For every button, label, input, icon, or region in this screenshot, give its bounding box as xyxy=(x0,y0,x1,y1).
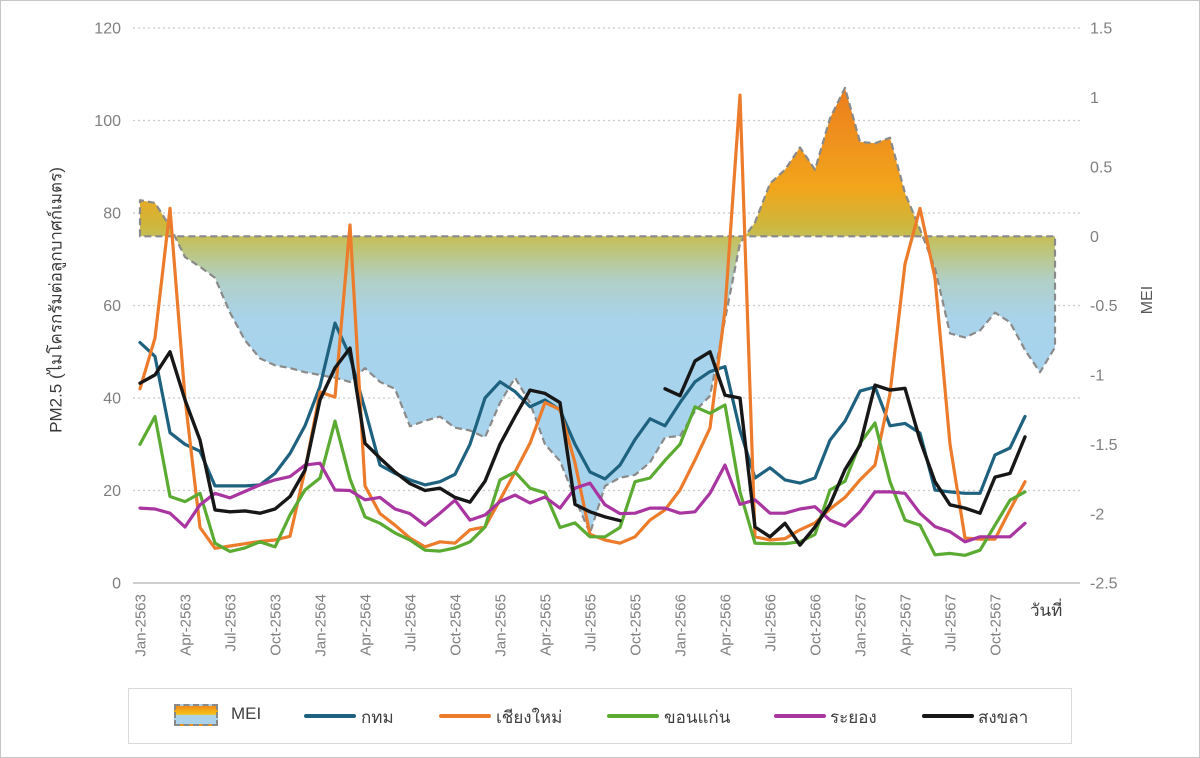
svg-text:Jul-2567: Jul-2567 xyxy=(943,594,960,652)
svg-text:Apr-2567: Apr-2567 xyxy=(898,594,915,656)
svg-text:Jul-2564: Jul-2564 xyxy=(403,594,420,652)
y-axis-title-pm25: PM2.5 (ไมโครกรัมต่อลูกบาศก์เมตร) xyxy=(46,167,66,433)
svg-text:1.5: 1.5 xyxy=(1090,21,1112,38)
svg-text:Jul-2563: Jul-2563 xyxy=(223,594,240,652)
svg-text:Apr-2563: Apr-2563 xyxy=(178,594,195,656)
legend-swatch-songkhla-line xyxy=(922,714,974,718)
svg-text:Apr-2565: Apr-2565 xyxy=(538,594,555,656)
svg-text:Apr-2566: Apr-2566 xyxy=(718,594,735,656)
svg-text:Jul-2565: Jul-2565 xyxy=(583,594,600,652)
legend-label-songkhla: สงขลา xyxy=(978,708,1029,727)
svg-text:20: 20 xyxy=(103,483,121,500)
svg-text:120: 120 xyxy=(94,21,121,38)
svg-text:Jan-2563: Jan-2563 xyxy=(133,594,150,657)
legend-label-mei: MEI xyxy=(231,704,262,723)
svg-text:100: 100 xyxy=(94,113,121,130)
legend-swatch-mei-area xyxy=(174,704,218,726)
svg-text:80: 80 xyxy=(103,206,121,223)
svg-text:-1.5: -1.5 xyxy=(1090,437,1118,454)
legend-label-rayong: ระยอง xyxy=(830,708,877,727)
legend: MEI กทม เชียงใหม่ ขอนแก่น ระยอง สงขลา xyxy=(128,688,1072,744)
svg-text:40: 40 xyxy=(103,391,121,408)
svg-text:Oct-2563: Oct-2563 xyxy=(268,594,285,656)
svg-text:Oct-2564: Oct-2564 xyxy=(448,594,465,656)
svg-text:1: 1 xyxy=(1090,90,1099,107)
svg-text:Oct-2565: Oct-2565 xyxy=(628,594,645,656)
svg-text:-2: -2 xyxy=(1090,506,1104,523)
svg-text:Oct-2567: Oct-2567 xyxy=(988,594,1005,656)
svg-text:Jan-2565: Jan-2565 xyxy=(493,594,510,657)
x-axis-title-date: วันที่ xyxy=(1030,601,1063,620)
svg-text:Jan-2564: Jan-2564 xyxy=(313,594,330,657)
svg-text:Oct-2566: Oct-2566 xyxy=(808,594,825,656)
legend-label-khonkaen: ขอนแก่น xyxy=(664,708,731,727)
y-axis-title-mei: MEI xyxy=(1139,285,1156,315)
svg-text:Jul-2566: Jul-2566 xyxy=(763,594,780,652)
svg-text:Apr-2564: Apr-2564 xyxy=(358,594,375,656)
svg-text:0: 0 xyxy=(1090,229,1099,246)
svg-text:Jan-2567: Jan-2567 xyxy=(853,594,870,657)
legend-label-bangkok: กทม xyxy=(361,708,394,727)
svg-text:0: 0 xyxy=(112,576,121,593)
svg-text:0.5: 0.5 xyxy=(1090,159,1112,176)
legend-swatch-chiangmai-line xyxy=(439,714,491,718)
svg-text:-2.5: -2.5 xyxy=(1090,576,1118,593)
svg-text:-0.5: -0.5 xyxy=(1090,298,1118,315)
svg-text:60: 60 xyxy=(103,298,121,315)
legend-label-chiangmai: เชียงใหม่ xyxy=(496,708,563,727)
legend-swatch-khonkaen-line xyxy=(607,714,659,718)
legend-swatch-rayong-line xyxy=(774,714,826,718)
svg-text:Jan-2566: Jan-2566 xyxy=(673,594,690,657)
legend-swatch-bangkok-line xyxy=(304,714,356,718)
svg-text:-1: -1 xyxy=(1090,368,1104,385)
